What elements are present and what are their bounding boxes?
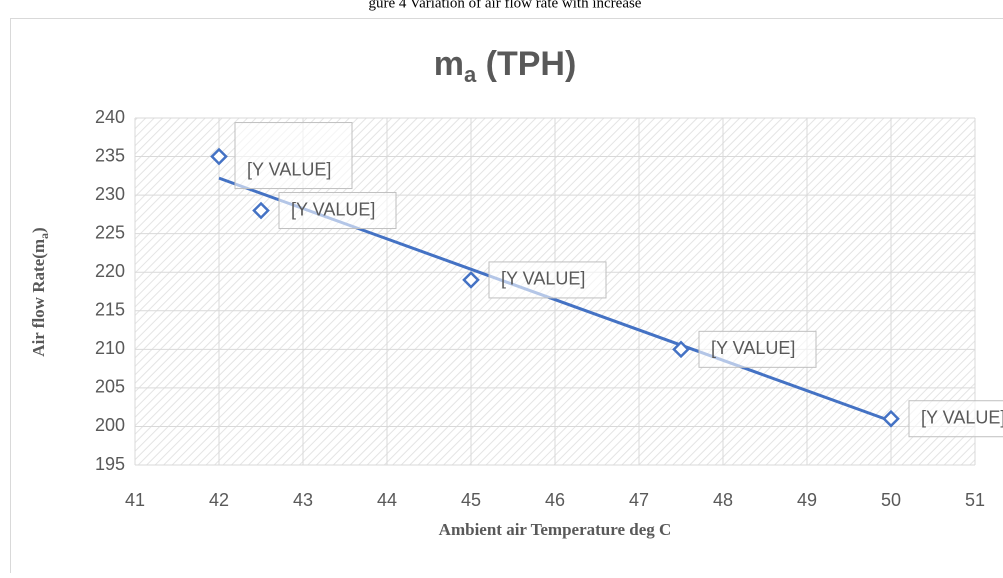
y-tick-label: 210 [95,338,125,358]
y-tick-label: 235 [95,145,125,165]
x-tick-label: 51 [965,490,985,510]
x-tick-label: 46 [545,490,565,510]
chart-title: ma (TPH) [434,45,577,87]
y-tick-label: 230 [95,184,125,204]
title-subscript: a [464,62,477,87]
x-tick-label: 42 [209,490,229,510]
x-tick-label: 44 [377,490,397,510]
y-tick-label: 200 [95,415,125,435]
title-text: (TPH) [476,45,576,83]
y-tick-label: 225 [95,222,125,242]
y-tick-label: 215 [95,300,125,320]
y-axis-label: Air flow Rate(ma) [29,227,51,356]
y-label-text: ) [29,227,48,233]
x-tick-label: 50 [881,490,901,510]
x-tick-label: 47 [629,490,649,510]
data-label: [Y VALUE] [501,269,585,289]
y-label-text: Air flow Rate(m [29,239,48,357]
x-tick-label: 45 [461,490,481,510]
y-tick-label: 205 [95,377,125,397]
caption: gure 4 Variation of air flow rate with i… [369,0,642,11]
y-tick-label: 195 [95,454,125,474]
y-tick-label: 220 [95,261,125,281]
x-tick-label: 49 [797,490,817,510]
data-label: [Y VALUE] [247,159,331,179]
data-label: [Y VALUE] [291,199,375,219]
data-label: [Y VALUE] [711,338,795,358]
x-tick-label: 43 [293,490,313,510]
data-label: [Y VALUE] [921,407,1003,427]
x-axis-label: Ambient air Temperature deg C [439,520,672,539]
x-tick-label: 48 [713,490,733,510]
y-tick-label: 240 [95,107,125,127]
title-text: m [434,45,464,83]
x-tick-label: 41 [125,490,145,510]
